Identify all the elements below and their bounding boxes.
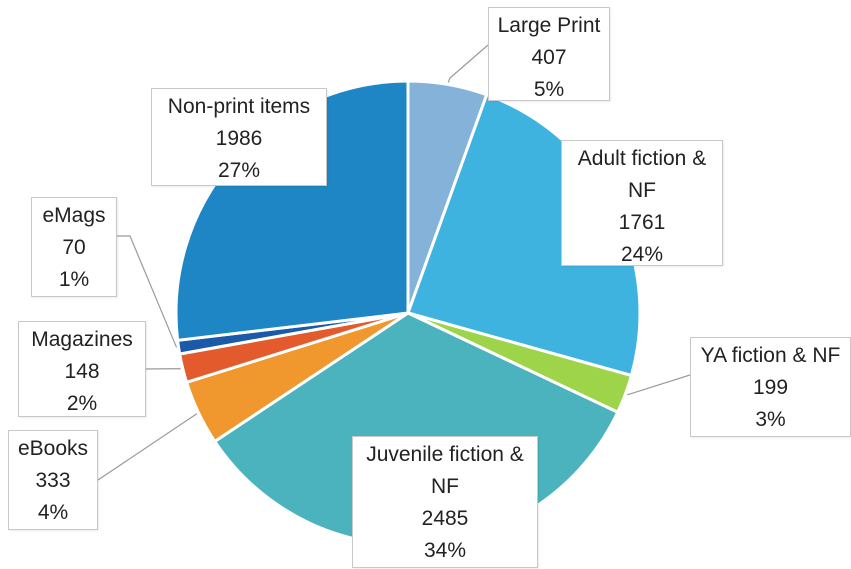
slice-percent: 24%	[620, 243, 664, 266]
slice-value: 70	[62, 236, 86, 259]
label-non-print: Non-print items 1986 27%	[151, 88, 327, 186]
leader-lines	[97, 44, 691, 481]
slice-percent: 3%	[755, 408, 786, 431]
slice-name: YA fiction & NF	[700, 344, 841, 367]
slice-percent: 4%	[37, 501, 69, 524]
slice-name: Magazines	[31, 328, 133, 351]
leader-line-0	[447, 44, 489, 83]
slice-name-line2: NF	[628, 179, 656, 202]
label-emags: eMags 70 1%	[31, 197, 117, 297]
slice-percent: 5%	[533, 78, 565, 101]
label-ya-fiction: YA fiction & NF 199 3%	[690, 337, 851, 437]
slice-percent: 27%	[217, 159, 261, 182]
leader-line-4	[97, 413, 198, 481]
slice-name: Non-print items	[167, 95, 311, 118]
slice-value: 1986	[215, 127, 263, 150]
label-juvenile-fiction: Juvenile fiction & NF 2485 34%	[352, 436, 538, 568]
label-adult-fiction: Adult fiction & NF 1761 24%	[561, 140, 723, 266]
leader-line-2	[627, 374, 691, 396]
slice-value: 199	[752, 376, 789, 399]
label-magazines: Magazines 148 2%	[18, 321, 146, 417]
label-large-print: Large Print 407 5%	[488, 7, 610, 101]
slice-name-line1: Juvenile fiction &	[366, 443, 524, 466]
slice-value: 2485	[421, 507, 469, 530]
slice-value: 333	[35, 469, 71, 492]
label-ebooks: eBooks 333 4%	[8, 430, 98, 530]
slice-value: 1761	[618, 211, 666, 234]
slice-value: 148	[64, 360, 100, 383]
slice-percent: 1%	[58, 268, 90, 291]
slice-value: 407	[531, 46, 567, 69]
leader-line-6	[117, 235, 178, 348]
slice-percent: 34%	[423, 539, 467, 562]
slice-name: eMags	[42, 204, 106, 227]
slice-name: Large Print	[497, 14, 601, 37]
slice-name: eBooks	[17, 437, 89, 460]
slice-name-line2: NF	[431, 475, 459, 498]
slice-name-line1: Adult fiction &	[577, 147, 707, 170]
slice-percent: 2%	[66, 392, 98, 415]
